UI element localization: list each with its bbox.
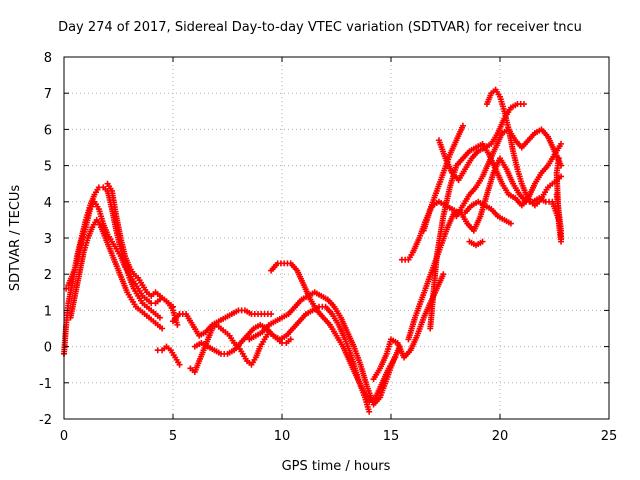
data-point xyxy=(159,325,166,332)
data-point xyxy=(174,321,181,328)
data-point xyxy=(479,238,486,245)
grid-lines xyxy=(64,57,609,419)
x-tick-label: 5 xyxy=(169,429,177,444)
data-point xyxy=(156,314,163,321)
y-tick-label: 7 xyxy=(44,87,52,102)
y-tick-label: 1 xyxy=(44,304,52,319)
y-tick-label: 8 xyxy=(44,51,52,66)
data-point xyxy=(507,220,514,227)
x-tick-label: 10 xyxy=(274,429,291,444)
data-point xyxy=(170,303,176,310)
y-tick-label: 3 xyxy=(44,232,52,247)
chart-title: Day 274 of 2017, Sidereal Day-to-day VTE… xyxy=(58,20,582,35)
data-point xyxy=(555,155,562,162)
data-point xyxy=(440,271,447,278)
data-point xyxy=(558,140,565,147)
data-point xyxy=(459,122,466,129)
data-point xyxy=(520,101,527,108)
x-axis-ticks: 0 5 10 15 20 25 xyxy=(60,57,617,444)
y-tick-label: 4 xyxy=(44,196,52,211)
x-tick-label: 0 xyxy=(60,429,68,444)
y-tick-label: -1 xyxy=(39,377,52,392)
x-tick-label: 20 xyxy=(492,429,509,444)
data-point xyxy=(287,336,294,343)
y-tick-label: -2 xyxy=(39,413,52,428)
y-axis-ticks: -2 -1 0 1 2 3 4 5 6 7 8 xyxy=(39,51,609,428)
y-axis-label: SDTVAR / TECUs xyxy=(8,185,23,292)
x-tick-label: 15 xyxy=(383,429,400,444)
data-point xyxy=(366,408,373,415)
y-tick-label: 2 xyxy=(44,268,52,283)
y-tick-label: 0 xyxy=(44,341,52,356)
data-point xyxy=(176,361,183,368)
data-points xyxy=(61,86,565,415)
y-tick-label: 6 xyxy=(44,123,52,138)
data-point xyxy=(268,311,275,318)
x-axis-label: GPS time / hours xyxy=(282,459,391,474)
x-tick-label: 25 xyxy=(601,429,618,444)
y-tick-label: 5 xyxy=(44,160,52,175)
